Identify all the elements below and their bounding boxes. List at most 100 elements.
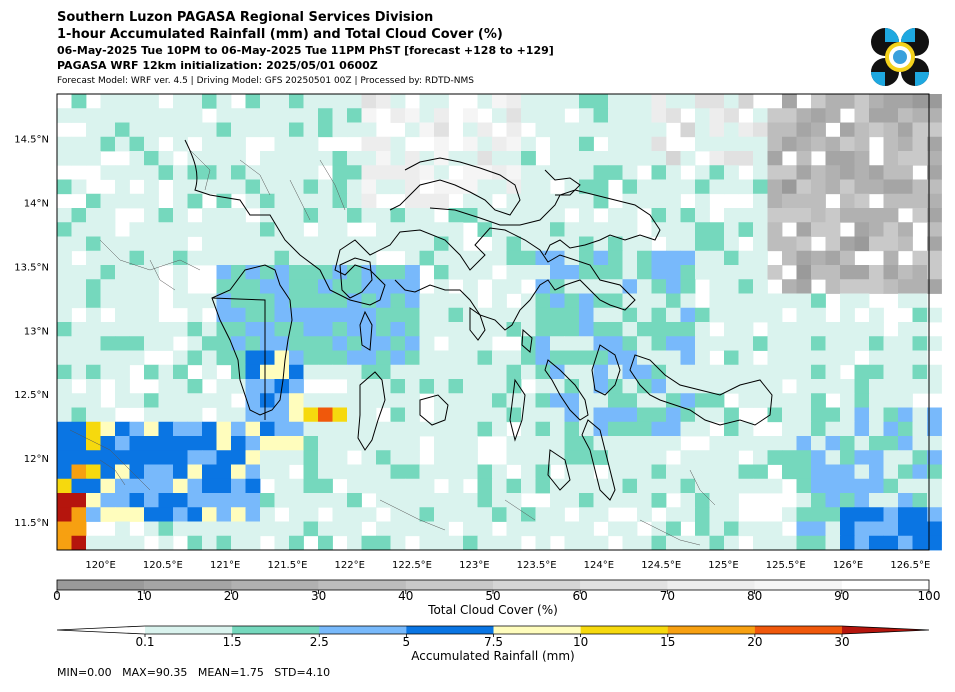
grid-cell [144, 307, 159, 323]
grid-cell [274, 350, 290, 366]
grid-cell [912, 478, 928, 494]
grid-cell [245, 379, 261, 394]
grid-cell [187, 393, 203, 408]
grid-cell [579, 179, 594, 195]
grid-cell [680, 293, 696, 309]
grid-cell [608, 236, 623, 252]
grid-cell [564, 478, 580, 494]
grid-cell [666, 436, 681, 451]
grid-cell [419, 493, 435, 508]
grid-cell [86, 236, 101, 252]
grid-cell [811, 250, 826, 266]
grid-cell [564, 250, 580, 266]
grid-cell [289, 364, 304, 380]
grid-cell [129, 464, 145, 480]
grid-cell [608, 108, 623, 123]
grid-cell [303, 136, 319, 152]
grid-cell [883, 265, 899, 280]
grid-cell [680, 478, 696, 494]
grid-cell [129, 350, 145, 366]
grid-cell [796, 336, 812, 351]
grid-cell [347, 393, 362, 408]
grid-cell [477, 350, 493, 366]
grid-cell [738, 421, 754, 437]
grid-cell [158, 393, 174, 408]
grid-cell [303, 193, 319, 209]
grid-cell [825, 436, 841, 451]
grid-cell [709, 507, 725, 522]
lat-label: 13.5°N [14, 262, 49, 273]
grid-cell [390, 350, 406, 366]
grid-cell [883, 336, 899, 351]
grid-cell [318, 364, 333, 380]
grid-cell [724, 421, 739, 437]
grid-cell [376, 436, 391, 451]
cloud-colorbar-tick: 10 [137, 589, 152, 603]
grid-cell [912, 250, 928, 266]
grid-cell [724, 165, 739, 180]
grid-cell [71, 179, 87, 195]
grid-cell [550, 407, 565, 423]
grid-cell [637, 122, 652, 138]
grid-cell [390, 364, 406, 380]
grid-cell [738, 250, 754, 266]
grid-cell [622, 208, 638, 223]
grid-cell [637, 535, 652, 551]
grid-cell [622, 250, 638, 266]
grid-cell [419, 379, 435, 394]
grid-cell [637, 250, 652, 266]
grid-cell [579, 122, 594, 138]
grid-cell [260, 350, 275, 366]
grid-cell [231, 464, 246, 480]
grid-cell [825, 265, 841, 280]
cloud-colorbar-tick: 20 [224, 589, 239, 603]
grid-cell [318, 336, 333, 351]
grid-cell [637, 94, 652, 109]
grid-cell [463, 521, 478, 537]
grid-cell [622, 279, 638, 294]
grid-cell [825, 464, 841, 480]
grid-cell [231, 493, 246, 508]
grid-cell [898, 179, 913, 195]
grid-cell [260, 436, 275, 451]
grid-cell [854, 493, 870, 508]
grid-cell [129, 478, 145, 494]
grid-cell [854, 193, 870, 209]
grid-cell [231, 407, 246, 423]
grid-cell [825, 478, 841, 494]
grid-cell [767, 307, 783, 323]
grid-cell [57, 350, 72, 366]
grid-cell [274, 94, 290, 109]
grid-cell [521, 464, 536, 480]
grid-cell [173, 265, 188, 280]
grid-cell [738, 364, 754, 380]
grid-cell [825, 279, 841, 294]
grid-cell [622, 265, 638, 280]
grid-cell [57, 179, 72, 195]
grid-cell [419, 421, 435, 437]
grid-cell [854, 364, 870, 380]
rain-colorbar-tick: 15 [660, 635, 675, 649]
grid-cell [579, 322, 594, 337]
grid-cell [260, 193, 275, 209]
grid-cell [158, 478, 174, 494]
grid-cell [260, 393, 275, 408]
grid-cell [738, 393, 754, 408]
grid-cell [158, 379, 174, 394]
grid-cell [666, 464, 681, 480]
grid-cell [724, 136, 739, 152]
grid-cell [376, 350, 391, 366]
grid-cell [738, 293, 754, 309]
grid-cell [448, 222, 464, 237]
grid-cell [231, 250, 246, 266]
grid-cell [796, 507, 812, 522]
grid-cell [477, 535, 493, 551]
grid-cell [651, 165, 667, 180]
grid-cell [912, 407, 928, 423]
grid-cell [869, 450, 884, 465]
grid-cell [289, 108, 304, 123]
grid-cell [492, 535, 507, 551]
grid-cell [202, 151, 217, 166]
grid-cell [680, 179, 696, 195]
pagasa-logo [871, 28, 929, 86]
